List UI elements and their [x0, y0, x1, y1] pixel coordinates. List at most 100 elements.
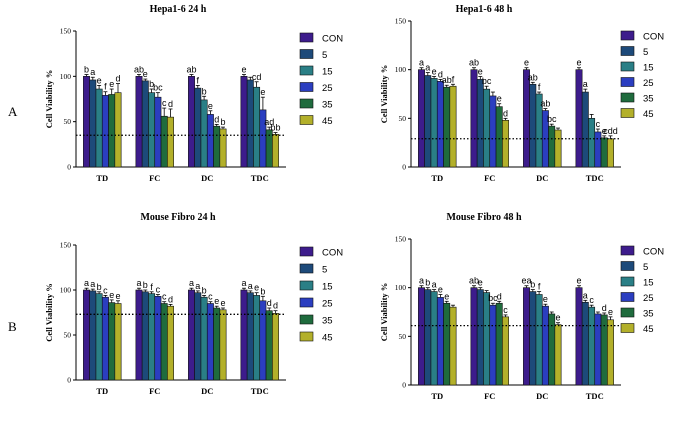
bar-fc-35: [160, 115, 168, 168]
bar-fc-25: [154, 295, 162, 381]
bar-tdc-CON: [240, 76, 248, 168]
legend-swatch-5: [620, 261, 635, 271]
bar-fc-15: [483, 88, 491, 168]
bar-tdc-15: [253, 295, 261, 381]
bar-dc-15: [200, 296, 208, 381]
significance-label: b: [530, 280, 535, 290]
significance-label: d: [497, 291, 502, 301]
significance-label: e: [608, 307, 613, 317]
bar-dc-45: [554, 324, 562, 386]
significance-label: d: [168, 294, 173, 304]
bar-tdc-25: [594, 131, 602, 168]
significance-label: a: [583, 290, 588, 300]
significance-label: e: [497, 94, 502, 104]
panel-label-b: B: [8, 319, 17, 334]
significance-label: a: [90, 67, 95, 77]
significance-label: ab: [442, 75, 452, 85]
significance-label: c: [103, 285, 108, 295]
bar-td-CON: [418, 287, 425, 386]
legend-label-25: 25: [643, 78, 654, 89]
significance-label: b: [202, 86, 207, 96]
legend-label-5: 5: [322, 50, 327, 61]
significance-label: e: [220, 298, 225, 308]
y-axis-label: Cell Viability %: [44, 283, 54, 342]
significance-label: e: [478, 278, 483, 288]
legend-label-35: 35: [322, 100, 333, 111]
significance-label: ab: [540, 99, 550, 109]
legend-swatch-25: [299, 297, 314, 308]
bar-tdc-15: [588, 306, 596, 386]
significance-label: e: [602, 126, 607, 136]
chart-title: Hepa1-6 48 h: [456, 4, 513, 15]
bar-td-25: [436, 81, 444, 168]
significance-label: b: [425, 278, 430, 288]
significance-label: ab: [469, 276, 479, 286]
significance-label: e: [109, 290, 114, 300]
y-tick-label: 0: [67, 163, 71, 172]
y-axis-label: Cell Viability %: [379, 65, 389, 124]
significance-label: d: [214, 114, 219, 124]
bar-fc-35: [160, 303, 168, 381]
bar-tdc-CON: [240, 289, 248, 381]
legend-swatch-CON: [299, 32, 314, 43]
bar-fc-CON: [470, 287, 478, 386]
bar-dc-5: [529, 83, 537, 168]
x-tick-label: TDC: [251, 386, 269, 396]
panel-label-a: A: [8, 104, 18, 119]
significance-label: e: [115, 291, 120, 301]
significance-label: a: [195, 281, 200, 291]
bar-dc-25: [206, 303, 214, 381]
significance-label: bc: [153, 83, 163, 93]
bar-td-5: [89, 79, 97, 168]
significance-label: e: [478, 66, 483, 76]
bar-tdc-45: [607, 319, 614, 386]
chart-title: Hepa1-6 24 h: [150, 4, 207, 15]
bar-td-45: [449, 306, 457, 386]
bar-fc-15: [148, 293, 156, 381]
y-tick-label: 100: [60, 72, 72, 81]
bar-dc-15: [535, 294, 543, 386]
legend-label-15: 15: [643, 63, 654, 74]
significance-label: e: [143, 69, 148, 79]
legend-swatch-15: [299, 65, 314, 76]
legend-swatch-35: [299, 314, 314, 325]
bar-dc-CON: [523, 69, 530, 168]
legend-label-15: 15: [643, 278, 654, 289]
y-tick-label: 150: [60, 241, 72, 250]
legend-label-45: 45: [643, 109, 654, 120]
bar-dc-15: [200, 99, 208, 168]
bar-fc-15: [483, 292, 491, 386]
bar-fc-CON: [135, 289, 143, 381]
bar-dc-5: [529, 291, 537, 386]
significance-label: c: [589, 295, 594, 305]
significance-label: d: [168, 99, 173, 109]
bar-td-CON: [83, 289, 90, 381]
significance-label: f: [104, 82, 107, 92]
legend-label-35: 35: [643, 309, 654, 320]
significance-label: ea: [521, 276, 531, 286]
bar-tdc-5: [246, 292, 254, 381]
significance-label: c: [162, 98, 167, 108]
legend-swatch-35: [299, 98, 314, 109]
significance-label: e: [109, 79, 114, 89]
bar-tdc-45: [607, 138, 614, 168]
bar-td-15: [95, 88, 103, 168]
significance-label: e: [524, 58, 529, 68]
y-tick-label: 100: [60, 286, 72, 295]
legend-label-5: 5: [643, 47, 648, 58]
chart-title: Mouse Fibro 24 h: [140, 212, 216, 223]
y-tick-label: 0: [402, 381, 406, 390]
significance-label: c: [596, 119, 601, 129]
legend-label-35: 35: [643, 94, 654, 105]
x-tick-label: DC: [201, 386, 213, 396]
bar-fc-15: [148, 92, 156, 168]
bar-td-45: [449, 85, 457, 168]
significance-label: e: [543, 294, 548, 304]
significance-label: b: [202, 285, 207, 295]
x-tick-label: FC: [484, 173, 495, 183]
significance-label: bc: [488, 293, 498, 303]
significance-label: b: [149, 79, 154, 89]
significance-label: b: [260, 286, 265, 296]
bar-td-45: [114, 303, 122, 381]
significance-label: c: [156, 285, 161, 295]
